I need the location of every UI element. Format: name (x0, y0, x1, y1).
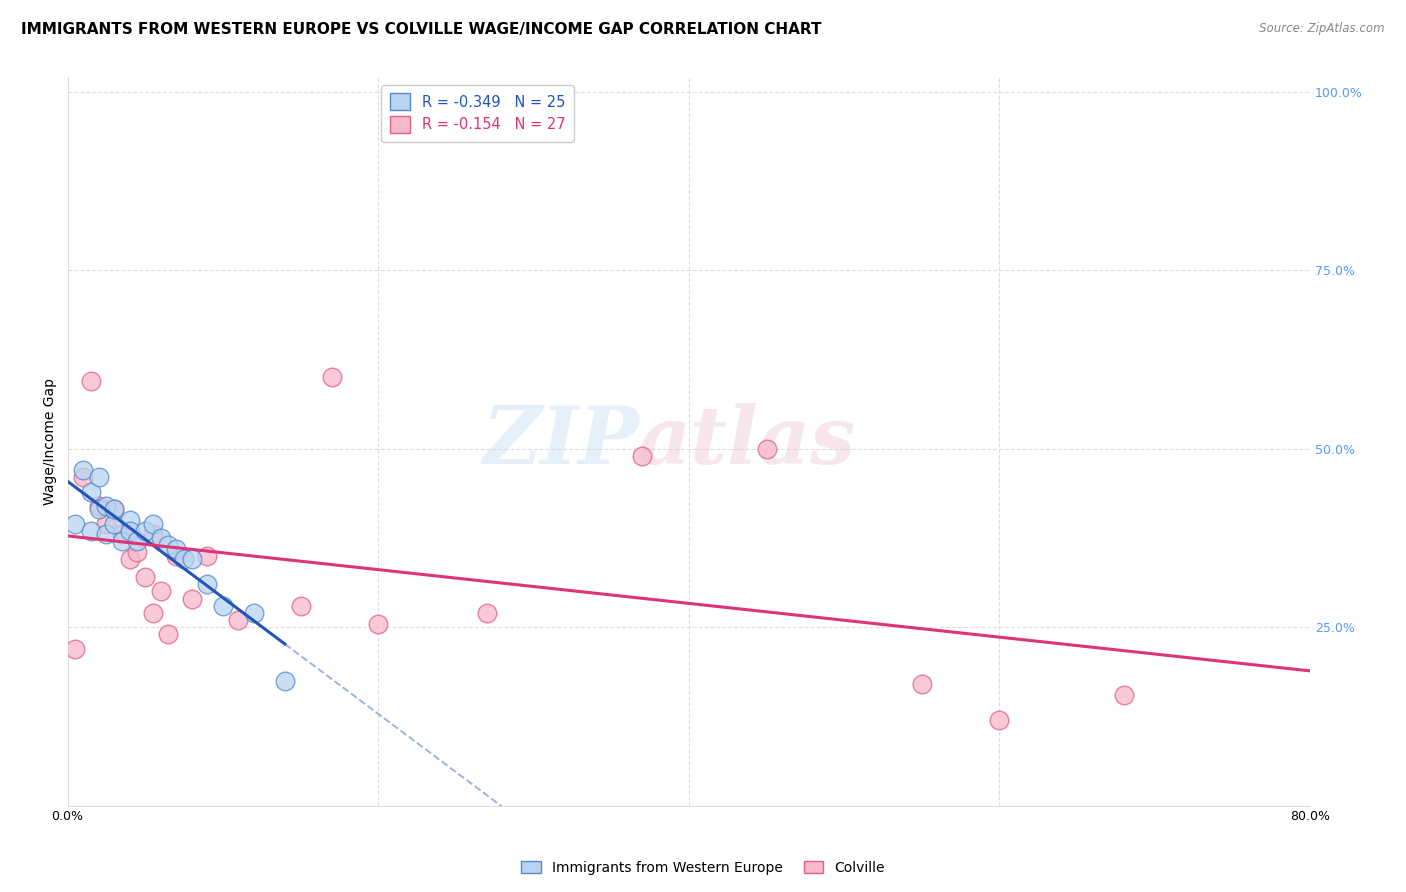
Point (988, 713, 1011, 727)
Point (165, 541, 187, 556)
Point (80, 484, 103, 499)
Point (111, 534, 134, 549)
Point (65, 516, 87, 531)
Point (142, 527, 165, 541)
Point (149, 584, 172, 599)
Point (80, 374, 103, 388)
Point (165, 549, 187, 563)
Text: Source: ZipAtlas.com: Source: ZipAtlas.com (1260, 22, 1385, 36)
Point (87, 499, 110, 513)
Point (118, 524, 141, 538)
Point (243, 606, 266, 620)
Point (180, 552, 202, 566)
Point (72, 463, 94, 477)
Point (755, 442, 778, 456)
Point (149, 531, 172, 545)
Point (157, 627, 180, 641)
Point (80, 524, 103, 538)
Point (173, 552, 195, 566)
Point (195, 577, 218, 591)
Point (96, 527, 118, 541)
Point (127, 534, 149, 549)
Legend: R = -0.349   N = 25, R = -0.154   N = 27: R = -0.349 N = 25, R = -0.154 N = 27 (381, 85, 574, 142)
Point (142, 606, 165, 620)
Y-axis label: Wage/Income Gap: Wage/Income Gap (44, 378, 58, 505)
Point (87, 470, 110, 484)
Text: ZIP: ZIP (482, 403, 640, 480)
Point (87, 502, 110, 516)
Point (103, 516, 125, 531)
Point (475, 606, 498, 620)
Point (65, 641, 87, 656)
Point (274, 673, 297, 688)
Point (228, 613, 250, 627)
Point (96, 499, 118, 513)
Point (103, 502, 125, 516)
Point (118, 552, 141, 566)
Point (911, 677, 934, 691)
Point (631, 449, 654, 463)
Point (290, 599, 312, 613)
Point (118, 513, 141, 527)
Point (321, 370, 343, 384)
Point (195, 549, 218, 563)
Text: atlas: atlas (640, 403, 856, 480)
Point (367, 616, 389, 631)
Point (134, 570, 156, 584)
Point (180, 591, 202, 606)
Point (212, 599, 235, 613)
Legend: Immigrants from Western Europe, Colville: Immigrants from Western Europe, Colville (516, 855, 890, 880)
Point (157, 538, 180, 552)
Point (134, 524, 156, 538)
Point (127, 545, 149, 559)
Point (96, 516, 118, 531)
Point (72, 470, 94, 484)
Point (103, 502, 125, 516)
Point (111, 527, 134, 541)
Text: IMMIGRANTS FROM WESTERN EUROPE VS COLVILLE WAGE/INCOME GAP CORRELATION CHART: IMMIGRANTS FROM WESTERN EUROPE VS COLVIL… (21, 22, 821, 37)
Point (142, 516, 165, 531)
Point (1112, 688, 1135, 702)
